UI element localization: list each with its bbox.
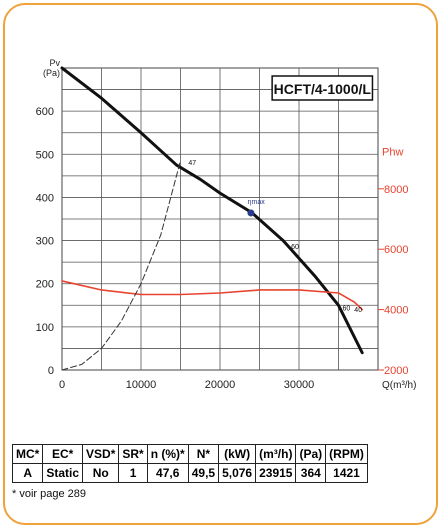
right-tick-label: 2000: [384, 365, 408, 377]
y-tick-label: 300: [36, 236, 54, 248]
spec-table-row: A Static No 1 47,6 49,5 5,076 23915 364 1421: [11, 463, 368, 483]
table-cell: No: [82, 463, 120, 483]
spec-table-header-row: MC* EC* VSD* SR* n (%)* N* (kW) (m³/h) (Pa) (RPM): [11, 444, 368, 464]
table-cell: 49,5: [187, 463, 220, 483]
table-header-cell: EC*: [42, 444, 84, 464]
footnote: * voir page 289: [12, 488, 86, 500]
efficiency-annotation: 60: [291, 244, 299, 251]
table-header-cell: n (%)*: [146, 444, 189, 464]
right-tick-label: 8000: [384, 184, 408, 196]
table-header-cell: MC*: [11, 444, 44, 464]
power-curve: [61, 280, 364, 311]
table-header-cell: (RPM): [325, 444, 368, 464]
table-header-cell: (Pa): [295, 444, 327, 464]
right-tick-label: 6000: [384, 244, 408, 256]
y-tick-label: 0: [48, 365, 54, 377]
x-tick-label: 10000: [126, 379, 157, 391]
y-tick-label: 200: [36, 279, 54, 291]
y-tick-label: 400: [36, 192, 54, 204]
table-cell: 47,6: [146, 463, 189, 483]
pressure-curve: [60, 66, 364, 355]
x-axis-label: Q(m³/h): [382, 380, 416, 391]
efficiency-annotation: ηmax: [248, 199, 266, 206]
table-cell: 1421: [325, 463, 368, 483]
right-axis-label: Phw: [382, 147, 403, 159]
table-cell: 5,076: [218, 463, 257, 483]
system-curve-curve: [61, 160, 181, 371]
table-header-cell: VSD*: [82, 444, 120, 464]
chart-title: HCFT/4-1000/L: [274, 81, 372, 97]
y-axis-label: Pv: [49, 58, 60, 68]
efficiency-annotation: 60: [342, 305, 350, 312]
efficiency-annotation: 40: [354, 307, 362, 314]
table-cell: A: [11, 463, 44, 483]
table-header-cell: (kW): [218, 444, 257, 464]
operating-point-marker: [247, 209, 255, 217]
efficiency-annotation: 47: [188, 160, 196, 167]
spec-table: MC* EC* VSD* SR* n (%)* N* (kW) (m³/h) (Pa) (RPM)…: [11, 444, 368, 483]
y-axis-label: (Pa): [43, 68, 60, 78]
table-cell: 23915: [255, 463, 297, 483]
table-cell: Static: [42, 463, 84, 483]
right-tick-label: 4000: [384, 305, 408, 317]
x-tick-label: 0: [59, 379, 65, 391]
table-cell: 364: [295, 463, 327, 483]
x-tick-label: 20000: [205, 379, 236, 391]
table-header-cell: SR*: [118, 444, 148, 464]
table-header-cell: N*: [187, 444, 220, 464]
chart-title-box: [271, 75, 374, 101]
table-cell: 1: [118, 463, 148, 483]
x-tick-label: 30000: [284, 379, 315, 391]
y-tick-label: 500: [36, 149, 54, 161]
table-header-cell: (m³/h): [255, 444, 297, 464]
y-tick-label: 600: [36, 106, 54, 118]
y-tick-label: 100: [36, 322, 54, 334]
